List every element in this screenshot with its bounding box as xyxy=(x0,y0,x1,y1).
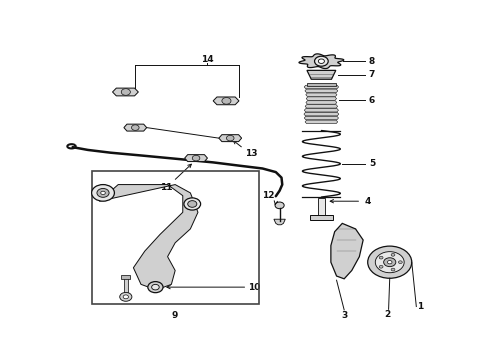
Bar xyxy=(318,198,325,215)
Circle shape xyxy=(375,252,404,273)
Text: 14: 14 xyxy=(201,55,214,64)
Text: 4: 4 xyxy=(365,197,371,206)
Polygon shape xyxy=(124,124,147,131)
Polygon shape xyxy=(305,89,338,93)
Circle shape xyxy=(121,89,130,95)
Circle shape xyxy=(123,295,128,299)
Polygon shape xyxy=(274,219,285,225)
Polygon shape xyxy=(299,54,344,68)
Circle shape xyxy=(92,185,114,201)
Bar xyxy=(310,215,333,220)
Polygon shape xyxy=(331,223,363,279)
Circle shape xyxy=(275,202,284,209)
Circle shape xyxy=(97,188,109,197)
Bar xyxy=(307,84,336,86)
Polygon shape xyxy=(99,185,198,290)
Polygon shape xyxy=(305,105,338,108)
Polygon shape xyxy=(306,97,337,100)
Circle shape xyxy=(151,284,159,290)
Polygon shape xyxy=(306,93,337,96)
Text: 6: 6 xyxy=(369,96,375,105)
Circle shape xyxy=(101,191,105,194)
Circle shape xyxy=(391,253,395,256)
Circle shape xyxy=(184,198,200,210)
Polygon shape xyxy=(305,120,338,123)
Bar xyxy=(121,275,130,279)
Circle shape xyxy=(368,246,412,278)
Circle shape xyxy=(148,282,163,293)
Polygon shape xyxy=(213,97,239,105)
Circle shape xyxy=(379,265,383,268)
Polygon shape xyxy=(113,88,138,96)
Text: 3: 3 xyxy=(341,311,347,320)
Circle shape xyxy=(318,59,324,63)
Circle shape xyxy=(315,56,328,66)
Circle shape xyxy=(388,261,392,264)
Circle shape xyxy=(188,201,197,207)
Polygon shape xyxy=(304,112,339,116)
Circle shape xyxy=(222,98,231,104)
Text: 7: 7 xyxy=(369,70,375,79)
Text: 8: 8 xyxy=(369,57,375,66)
Polygon shape xyxy=(304,85,339,89)
Text: 13: 13 xyxy=(245,149,257,158)
Circle shape xyxy=(131,125,139,130)
Circle shape xyxy=(391,268,395,271)
Circle shape xyxy=(398,261,402,264)
Polygon shape xyxy=(307,70,336,79)
Text: 11: 11 xyxy=(160,183,172,192)
Text: 2: 2 xyxy=(385,310,391,319)
Polygon shape xyxy=(304,108,339,112)
Text: 10: 10 xyxy=(248,283,261,292)
Bar xyxy=(124,278,128,295)
Circle shape xyxy=(384,258,396,267)
Circle shape xyxy=(226,135,234,141)
Polygon shape xyxy=(304,116,339,120)
Text: 1: 1 xyxy=(417,302,424,311)
Polygon shape xyxy=(306,101,337,104)
Polygon shape xyxy=(219,135,242,141)
Circle shape xyxy=(120,292,132,301)
Circle shape xyxy=(192,155,200,161)
Bar xyxy=(92,171,259,304)
Text: 9: 9 xyxy=(172,311,178,320)
Text: 5: 5 xyxy=(369,159,375,168)
Text: 12: 12 xyxy=(262,191,275,200)
Circle shape xyxy=(379,256,383,259)
Polygon shape xyxy=(185,155,207,162)
